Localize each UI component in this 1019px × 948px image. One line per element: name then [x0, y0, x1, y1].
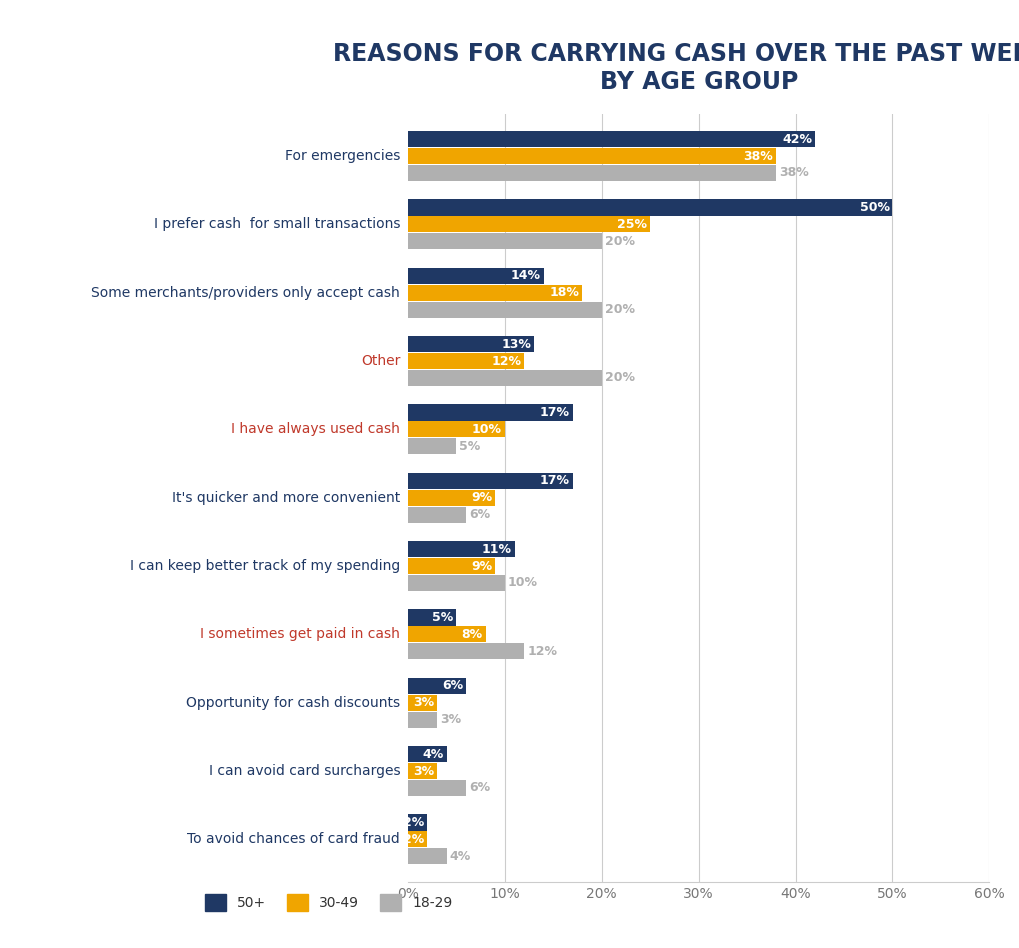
Text: 9%: 9%	[471, 491, 492, 504]
Text: 50%: 50%	[859, 201, 889, 214]
Text: 20%: 20%	[604, 303, 634, 316]
Text: 5%: 5%	[459, 440, 480, 453]
Title: REASONS FOR CARRYING CASH OVER THE PAST WEEK -
BY AGE GROUP: REASONS FOR CARRYING CASH OVER THE PAST …	[332, 42, 1019, 94]
Bar	[408, 370, 601, 386]
Bar	[408, 233, 601, 249]
Bar	[408, 610, 457, 626]
Bar	[408, 216, 650, 232]
Bar	[408, 763, 437, 779]
Bar	[408, 643, 524, 660]
Bar	[408, 131, 814, 147]
Bar	[408, 267, 543, 283]
Bar	[408, 780, 466, 796]
Bar	[408, 695, 437, 711]
Text: 8%: 8%	[461, 628, 482, 641]
Text: 6%: 6%	[469, 781, 490, 794]
Bar	[408, 712, 437, 728]
Text: 13%: 13%	[500, 337, 531, 351]
Bar	[408, 421, 504, 437]
Bar	[408, 199, 892, 215]
Text: 6%: 6%	[441, 680, 463, 692]
Bar	[408, 848, 446, 865]
Text: 17%: 17%	[539, 406, 570, 419]
Text: 9%: 9%	[471, 559, 492, 573]
Text: I have always used cash: I have always used cash	[231, 423, 399, 436]
Bar	[408, 438, 457, 454]
Text: 18%: 18%	[549, 286, 579, 300]
Text: 20%: 20%	[604, 235, 634, 247]
Bar	[408, 558, 495, 574]
Bar	[408, 165, 775, 181]
Bar	[408, 301, 601, 318]
Text: 4%: 4%	[422, 748, 443, 760]
Text: 2%: 2%	[403, 816, 424, 829]
Text: I can avoid card surcharges: I can avoid card surcharges	[209, 764, 399, 778]
Text: 3%: 3%	[413, 696, 434, 709]
Text: 25%: 25%	[616, 218, 647, 231]
Legend: 50+, 30-49, 18-29: 50+, 30-49, 18-29	[200, 889, 458, 917]
Bar	[408, 746, 446, 762]
Text: 4%: 4%	[449, 849, 471, 863]
Text: 12%: 12%	[491, 355, 521, 368]
Text: 3%: 3%	[413, 764, 434, 777]
Text: 6%: 6%	[469, 508, 490, 521]
Bar	[408, 336, 534, 353]
Bar	[408, 405, 573, 421]
Text: To avoid chances of card fraud: To avoid chances of card fraud	[187, 832, 399, 847]
Bar	[408, 353, 524, 369]
Text: 20%: 20%	[604, 372, 634, 385]
Text: 38%: 38%	[779, 167, 808, 179]
Bar	[408, 489, 495, 506]
Text: 42%: 42%	[782, 133, 811, 146]
Bar	[408, 473, 573, 489]
Text: Some merchants/providers only accept cash: Some merchants/providers only accept cas…	[92, 285, 399, 300]
Text: Other: Other	[361, 354, 399, 368]
Bar	[408, 678, 466, 694]
Bar	[408, 831, 427, 848]
Text: 10%: 10%	[507, 576, 537, 590]
Text: 5%: 5%	[432, 611, 453, 624]
Text: 38%: 38%	[743, 150, 772, 162]
Bar	[408, 574, 504, 591]
Text: 3%: 3%	[439, 713, 461, 726]
Text: 12%: 12%	[527, 645, 556, 658]
Text: It's quicker and more convenient: It's quicker and more convenient	[172, 491, 399, 504]
Text: For emergencies: For emergencies	[284, 149, 399, 163]
Text: I sometimes get paid in cash: I sometimes get paid in cash	[200, 628, 399, 642]
Text: 11%: 11%	[481, 542, 512, 556]
Text: 14%: 14%	[511, 269, 540, 283]
Text: Opportunity for cash discounts: Opportunity for cash discounts	[185, 696, 399, 710]
Bar	[408, 148, 775, 164]
Text: I prefer cash  for small transactions: I prefer cash for small transactions	[154, 217, 399, 231]
Bar	[408, 541, 515, 557]
Text: 17%: 17%	[539, 474, 570, 487]
Bar	[408, 627, 485, 643]
Text: 2%: 2%	[403, 833, 424, 846]
Bar	[408, 814, 427, 830]
Bar	[408, 506, 466, 522]
Bar	[408, 284, 582, 301]
Text: 10%: 10%	[472, 423, 501, 436]
Text: I can keep better track of my spending: I can keep better track of my spending	[129, 559, 399, 573]
